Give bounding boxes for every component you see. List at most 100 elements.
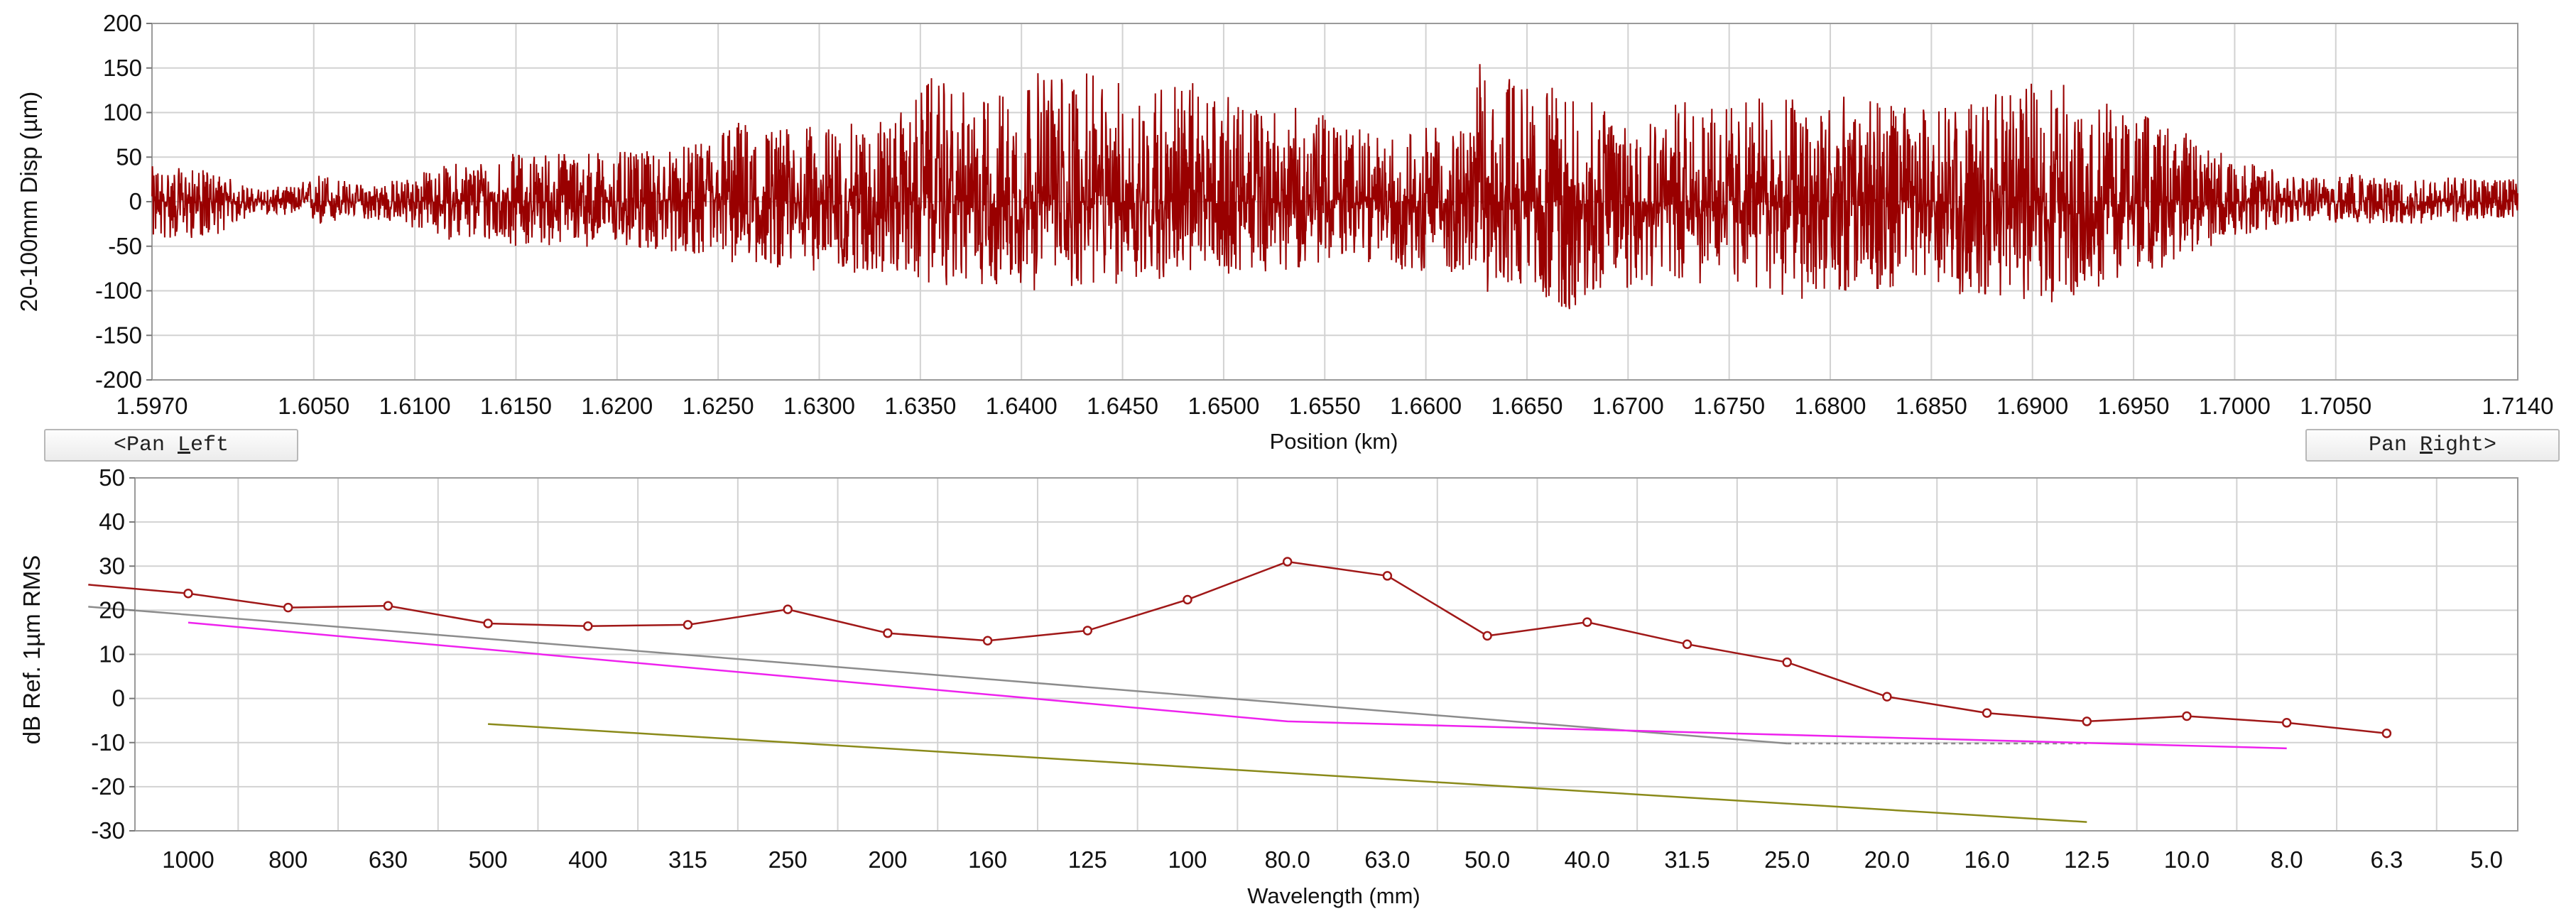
pan-right-accelerator: R	[2419, 433, 2433, 457]
limit_olive-line	[488, 723, 2087, 823]
bottom-x-tick-label: 5.0	[2470, 846, 2503, 873]
bottom-x-axis-label: Wavelength (mm)	[1247, 883, 1420, 908]
top-x-tick-label: 1.6500	[1188, 393, 1259, 419]
top-y-tick-label: 100	[103, 99, 142, 126]
bottom-y-tick-label: -20	[91, 773, 125, 800]
measured-marker	[1183, 594, 1192, 605]
top-x-tick-label: 1.6900	[1996, 393, 2068, 419]
pan-left-label-suffix: eft	[190, 433, 229, 457]
measured-marker	[1982, 708, 1992, 718]
limit_magenta-line	[188, 621, 2287, 750]
top-x-tick-label: 1.6750	[1693, 393, 1765, 419]
bottom-x-tick-label: 125	[1068, 846, 1107, 873]
bottom-x-tick-label: 250	[768, 846, 808, 873]
measured-marker	[483, 618, 493, 628]
bottom-x-tick-label: 31.5	[1664, 846, 1710, 873]
bottom-y-tick-label: -10	[91, 729, 125, 756]
top-y-tick-label: 0	[129, 188, 142, 214]
top-y-tick-label: -50	[108, 233, 142, 259]
top-x-tick-label: 1.6350	[884, 393, 956, 419]
bottom-x-tick-label: 20.0	[1864, 846, 1910, 873]
bottom-x-tick-labels: 1000 800 630 500 400 315 250 200 160 125 100 80.0 63…	[162, 846, 2503, 873]
top-x-tick-label: 1.6850	[1896, 393, 1967, 419]
measured-marker	[2281, 718, 2292, 728]
measured-marker	[1882, 692, 1892, 702]
bottom-x-tick-label: 400	[568, 846, 607, 873]
bottom-x-tick-label: 10.0	[2164, 846, 2210, 873]
top-x-tick-labels: 1.5970 1.6050 1.6100 1.6150 1.6200 1.6250 1.63…	[116, 393, 2554, 419]
bottom-x-tick-label: 12.5	[2064, 846, 2109, 873]
top-x-tick-label: 1.6650	[1491, 393, 1563, 419]
displacement-trace	[151, 64, 2518, 310]
top-x-tick-label: 1.6100	[379, 393, 451, 419]
top-x-tick-label: 1.6300	[783, 393, 855, 419]
bottom-x-tick-label: 315	[668, 846, 707, 873]
measured-marker	[1382, 571, 1393, 581]
top-x-tick-label: 1.6050	[278, 393, 349, 419]
bottom-x-tick-label: 16.0	[1964, 846, 2009, 873]
pan-right-label-prefix: Pan	[2368, 433, 2420, 457]
top-x-tick-label: 1.6550	[1289, 393, 1361, 419]
measured-marker	[883, 628, 893, 638]
bottom-x-tick-label: 100	[1168, 846, 1207, 873]
bottom-y-tick-labels: 50 40 30 20 10 0 -10 -20 -30	[91, 464, 135, 844]
top-x-tick-label: 1.6800	[1795, 393, 1866, 419]
measured-marker	[583, 621, 593, 631]
measured-marker	[683, 620, 693, 630]
top-x-axis-label: Position (km)	[1270, 429, 1398, 454]
bottom-x-tick-label: 80.0	[1265, 846, 1310, 873]
top-x-tick-label: 1.7000	[2199, 393, 2271, 419]
displacement-trace-line	[151, 64, 2518, 310]
top-x-tick-label: 1.6450	[1087, 393, 1158, 419]
top-x-tick-label: 1.7140	[2482, 393, 2554, 419]
top-y-tick-label: -150	[95, 322, 142, 348]
bottom-x-tick-label: 6.3	[2370, 846, 2403, 873]
pan-right-label-suffix: ight>	[2433, 433, 2497, 457]
bottom-x-tick-label: 50.0	[1464, 846, 1510, 873]
top-y-tick-label: -100	[95, 278, 142, 304]
measured-line	[88, 560, 2387, 734]
bottom-y-axis-label: dB Ref. 1µm RMS	[18, 555, 45, 745]
bottom-y-tick-label: 20	[99, 596, 125, 623]
measured-marker	[2381, 728, 2392, 739]
bottom-x-tick-label: 800	[268, 846, 308, 873]
top-x-tick-label: 1.6950	[2098, 393, 2170, 419]
bottom-x-tick-label: 200	[868, 846, 907, 873]
top-x-tick-label: 1.7050	[2300, 393, 2371, 419]
bottom-y-tick-label: 0	[112, 685, 125, 712]
top-x-tick-label: 1.6150	[480, 393, 552, 419]
top-x-tick-label: 1.6200	[581, 393, 653, 419]
measured-marker	[2182, 711, 2192, 721]
measured-marker	[183, 589, 193, 599]
measured-marker	[982, 636, 993, 645]
top-x-tick-label: 1.5970	[116, 393, 188, 419]
pan-left-label-prefix: <Pan	[113, 433, 178, 457]
bottom-x-tick-label: 25.0	[1764, 846, 1810, 873]
top-x-tick-label: 1.6700	[1592, 393, 1664, 419]
bottom-y-tick-label: 50	[99, 464, 125, 491]
bottom-x-tick-label: 1000	[162, 846, 214, 873]
limit_gray-line	[88, 606, 1788, 745]
bottom-x-tick-label: 8.0	[2271, 846, 2303, 873]
bottom-x-tick-label: 160	[968, 846, 1007, 873]
measured-marker	[1482, 631, 1492, 641]
top-x-tick-label: 1.6600	[1390, 393, 1462, 419]
top-x-tick-label: 1.6250	[683, 393, 754, 419]
top-x-tick-label: 1.6400	[986, 393, 1058, 419]
bottom-y-tick-label: 40	[99, 508, 125, 535]
measured-marker	[1082, 626, 1093, 636]
measured-marker	[1582, 617, 1592, 627]
top-y-tick-label: 50	[116, 143, 142, 170]
bottom-y-tick-label: -30	[91, 817, 125, 844]
top-y-axis-label: 20-100mm Disp (µm)	[16, 92, 42, 312]
bottom-y-tick-label: 10	[99, 641, 125, 667]
measured-marker	[383, 601, 393, 611]
measured-marker	[2082, 716, 2092, 726]
top-y-tick-label: -200	[95, 366, 142, 393]
pan-left-accelerator: L	[177, 433, 190, 457]
bottom-x-tick-label: 40.0	[1565, 846, 1610, 873]
